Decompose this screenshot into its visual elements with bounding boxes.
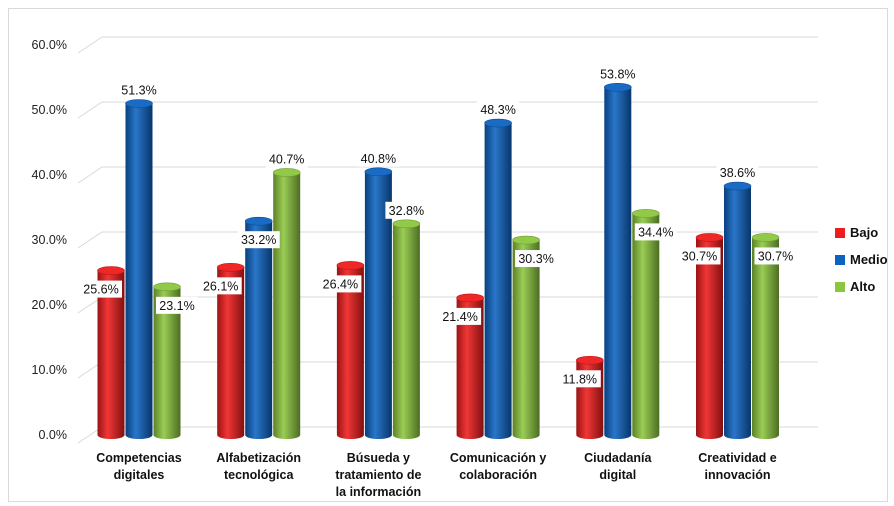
data-label-bajo-1: 25.6% (80, 280, 122, 298)
bar-alto-1 (153, 282, 181, 439)
svg-text:32.8%: 32.8% (389, 204, 424, 218)
bar-bajo-6 (695, 233, 724, 439)
svg-text:11.8%: 11.8% (563, 372, 598, 386)
category-label-1: Competencias digitales (96, 451, 181, 482)
category-label-2: Alfabetización tecnológica (216, 451, 301, 482)
svg-text:26.1%: 26.1% (203, 279, 238, 293)
svg-text:30.7%: 30.7% (758, 249, 793, 263)
y-tick-label: 30.0% (32, 233, 67, 247)
category-label-5: Ciudadanía digital (584, 451, 652, 482)
data-label-alto-6: 30.7% (754, 247, 797, 265)
svg-text:Medio: Medio (850, 252, 888, 267)
data-label-bajo-3: 26.4% (319, 275, 362, 293)
gridline (77, 36, 818, 54)
svg-text:30.3%: 30.3% (518, 252, 553, 266)
svg-text:23.1%: 23.1% (159, 299, 194, 313)
data-label-alto-4: 30.3% (515, 250, 558, 268)
data-label-alto-2: 40.7% (265, 150, 308, 168)
gridline (77, 101, 818, 119)
bar-bajo-5 (575, 355, 604, 439)
y-axis-ticks: 0.0% 10.0% 20.0% 30.0% 40.0% 50.0% 60.0% (32, 38, 67, 442)
bars (97, 83, 780, 440)
legend-item-medio: Medio (835, 252, 888, 267)
bar-alto-2 (272, 168, 301, 439)
category-label-4: Comunicación y colaboración (450, 451, 547, 482)
bar-bajo-1 (97, 266, 125, 439)
data-label-bajo-5: 11.8% (558, 370, 601, 388)
gridline (77, 166, 818, 184)
bar-medio-3 (364, 167, 393, 440)
data-label-medio-5: 53.8% (596, 65, 639, 83)
svg-text:40.8%: 40.8% (361, 152, 396, 166)
bar-medio-2 (244, 216, 273, 440)
data-label-alto-5: 34.4% (634, 223, 677, 241)
data-label-alto-3: 32.8% (385, 201, 428, 219)
svg-text:38.6%: 38.6% (720, 166, 755, 180)
data-label-bajo-4: 21.4% (439, 307, 482, 325)
bar-medio-1 (125, 99, 153, 440)
y-tick-label: 50.0% (32, 103, 67, 117)
svg-text:21.4%: 21.4% (442, 310, 477, 324)
data-label-medio-2: 33.2% (237, 231, 280, 249)
x-axis-categories: Competencias digitales Alfabetización tecno… (96, 451, 777, 499)
svg-text:30.7%: 30.7% (682, 249, 717, 263)
bar-medio-5 (603, 83, 632, 440)
data-label-bajo-2: 26.1% (199, 277, 242, 295)
bar-alto-3 (392, 219, 421, 439)
bar-bajo-2 (216, 263, 245, 439)
bar-alto-5 (631, 209, 660, 439)
svg-text:Alto: Alto (850, 279, 875, 294)
svg-text:48.3%: 48.3% (480, 103, 515, 117)
legend-item-alto: Alto (835, 279, 875, 294)
y-tick-label: 40.0% (32, 168, 67, 182)
svg-text:53.8%: 53.8% (600, 67, 635, 81)
svg-text:33.2%: 33.2% (241, 233, 276, 247)
category-label-6: Creatividad e innovación (698, 451, 777, 482)
category-label-3: Búsueda y tratamiento de la información (335, 451, 421, 499)
y-tick-label: 20.0% (32, 298, 67, 312)
svg-text:34.4%: 34.4% (638, 225, 673, 239)
data-label-bajo-6: 30.7% (678, 247, 721, 265)
legend: Bajo Medio Alto (835, 225, 888, 294)
legend-item-bajo: Bajo (835, 225, 878, 240)
bar-bajo-3 (336, 261, 365, 439)
svg-text:40.7%: 40.7% (269, 152, 304, 166)
bar-alto-4 (512, 235, 540, 439)
svg-text:51.3%: 51.3% (121, 84, 156, 98)
y-tick-label: 10.0% (32, 363, 67, 377)
svg-text:26.4%: 26.4% (323, 277, 358, 291)
data-label-medio-6: 38.6% (716, 164, 759, 182)
data-label-alto-1: 23.1% (156, 296, 198, 314)
gridline (77, 231, 818, 249)
svg-text:Bajo: Bajo (850, 225, 878, 240)
y-tick-label: 60.0% (32, 38, 67, 52)
bar-medio-6 (723, 181, 752, 439)
svg-text:25.6%: 25.6% (83, 283, 118, 297)
data-label-medio-3: 40.8% (357, 149, 400, 167)
data-labels: 25.6% 51.3% 23.1% 26.1% 33.2% 40.7% 26.4% 40.8%… (80, 65, 797, 388)
bar-bajo-4 (456, 293, 484, 439)
y-tick-label: 0.0% (39, 428, 68, 442)
bar-alto-6 (751, 233, 780, 439)
data-label-medio-1: 51.3% (118, 81, 160, 99)
data-label-medio-4: 48.3% (477, 101, 520, 119)
bar-medio-4 (484, 118, 512, 440)
